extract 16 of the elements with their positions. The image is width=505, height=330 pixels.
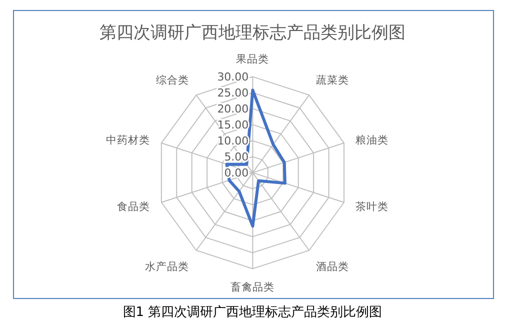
spoke-label: 酒品类 [316, 260, 350, 274]
spoke-label: 果品类 [236, 52, 270, 66]
spoke-label: 中药材类 [106, 133, 150, 146]
y-tick-label: 25.00 [217, 86, 249, 100]
spoke-label: 食品类 [116, 200, 150, 214]
spoke-label: 茶叶类 [355, 200, 388, 214]
spoke-label: 蔬菜类 [316, 73, 350, 86]
y-tick-label: 20.00 [217, 102, 249, 116]
spoke-label: 综合类 [156, 73, 190, 86]
y-tick-label: 15.00 [217, 118, 249, 132]
y-tick-label: 30.00 [217, 70, 249, 84]
spoke-label: 畜禽品类 [230, 280, 275, 294]
caption: 图1 第四次调研广西地理标志产品类别比例图 [122, 305, 382, 320]
spoke-label: 粮油类 [355, 133, 388, 146]
spoke-label: 水产品类 [145, 260, 190, 274]
chart-title: 第四次调研广西地理标志产品类别比例图 [100, 23, 406, 43]
